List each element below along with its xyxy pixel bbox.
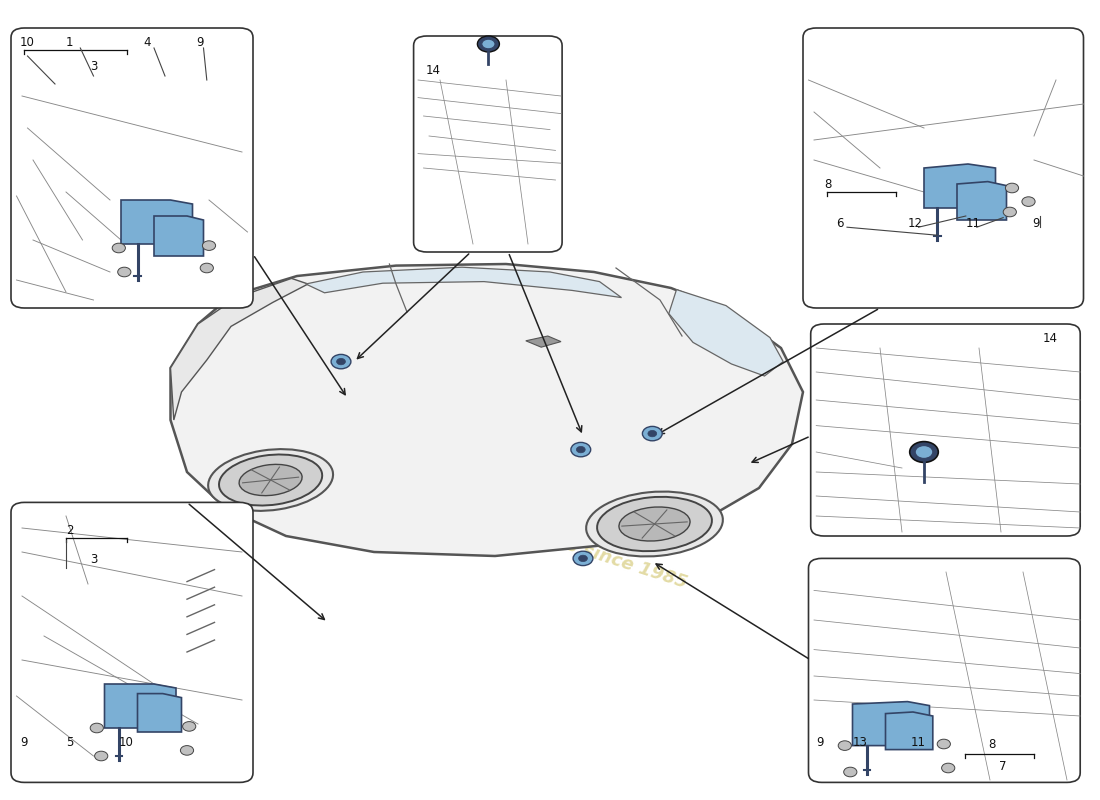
Text: 10: 10 [20,37,35,50]
FancyBboxPatch shape [11,502,253,782]
Text: 14: 14 [426,64,441,77]
Circle shape [844,767,857,777]
FancyBboxPatch shape [11,28,253,308]
Circle shape [331,354,351,369]
Circle shape [648,430,657,437]
FancyBboxPatch shape [803,28,1084,308]
Circle shape [576,446,585,453]
Text: 7: 7 [999,760,1007,773]
Circle shape [118,267,131,277]
Polygon shape [852,702,930,746]
Polygon shape [669,290,783,376]
Circle shape [910,442,938,462]
Polygon shape [104,684,176,728]
Text: passion for parts since 1985: passion for parts since 1985 [410,486,690,592]
Ellipse shape [208,449,333,511]
Text: 5: 5 [66,736,74,749]
Polygon shape [170,264,803,556]
Text: 6: 6 [836,218,844,230]
Circle shape [1005,183,1019,193]
Text: Boso: Boso [297,410,539,514]
Polygon shape [154,216,204,256]
Text: 9: 9 [816,736,824,749]
Text: 9: 9 [1032,218,1040,230]
Circle shape [942,763,955,773]
FancyBboxPatch shape [811,324,1080,536]
Text: 11: 11 [911,736,926,749]
Polygon shape [957,182,1006,220]
Circle shape [202,241,216,250]
Circle shape [90,723,103,733]
Circle shape [571,442,591,457]
Ellipse shape [239,464,302,496]
Circle shape [1022,197,1035,206]
Text: 4: 4 [143,37,151,50]
Text: 3: 3 [90,554,98,566]
Circle shape [482,39,495,49]
Text: 2: 2 [66,525,74,538]
Circle shape [838,741,851,750]
Circle shape [95,751,108,761]
FancyBboxPatch shape [808,558,1080,782]
Circle shape [337,358,345,365]
Text: 11: 11 [966,218,981,230]
Text: 10: 10 [119,736,134,749]
Circle shape [915,446,933,458]
Text: 3: 3 [90,60,98,74]
Circle shape [183,722,196,731]
Ellipse shape [219,454,322,506]
Polygon shape [886,712,933,750]
Text: 8: 8 [988,738,996,751]
Polygon shape [924,164,996,208]
Text: 8: 8 [824,178,832,191]
Polygon shape [306,267,622,298]
Text: 14: 14 [1043,333,1058,346]
Ellipse shape [586,491,723,557]
Circle shape [937,739,950,749]
Ellipse shape [619,507,690,541]
Polygon shape [138,694,182,732]
Circle shape [573,551,593,566]
Circle shape [477,36,499,52]
Circle shape [180,746,194,755]
Text: 12: 12 [908,218,923,230]
Circle shape [642,426,662,441]
Text: 9: 9 [20,736,28,749]
Text: 1: 1 [66,37,74,50]
Polygon shape [170,278,308,420]
FancyBboxPatch shape [414,36,562,252]
Text: 9: 9 [196,37,204,50]
Circle shape [1003,207,1016,217]
Circle shape [200,263,213,273]
Polygon shape [526,336,561,347]
Circle shape [112,243,125,253]
Circle shape [579,555,587,562]
Polygon shape [121,200,192,244]
Ellipse shape [597,497,712,551]
Text: 13: 13 [852,736,868,749]
